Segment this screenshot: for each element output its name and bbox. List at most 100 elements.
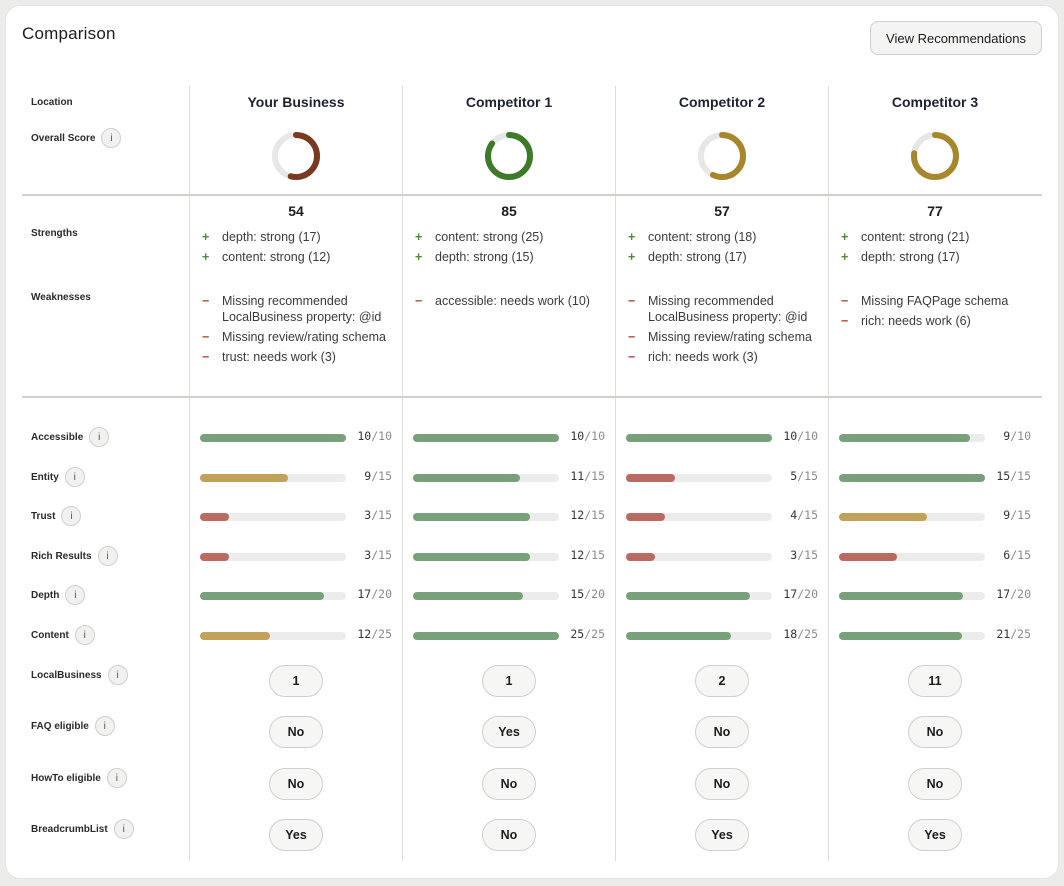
metric-bar-track [839,632,985,640]
info-icon[interactable]: i [65,585,86,605]
metric-max: / [1010,627,1018,641]
metric-max-value: 15 [804,548,818,562]
plus-icon: + [841,250,849,264]
metric-max-value: 15 [804,508,818,522]
info-icon[interactable]: i [61,506,82,526]
metric-bar-track [413,632,559,640]
metric-value: 21/25 [983,627,1031,641]
plus-icon: + [841,230,849,244]
metric-score: 15 [570,587,585,601]
row-label-overall-score: Overall Score i [31,128,122,148]
metric-max-value: 15 [1017,508,1031,522]
strength-text: depth: strong (15) [435,250,534,264]
metric-bar-fill [200,592,325,600]
metric-value: 6/15 [983,548,1031,562]
metric-bar-track [413,513,559,521]
column-header: Competitor 3 [891,94,979,110]
metric-bar-fill [200,434,346,442]
metric-bar-track [839,474,985,482]
overall-score-ring: 57 [697,131,747,219]
metric-value: 17/20 [770,587,818,601]
metric-max: / [1010,587,1018,601]
strength-item: + depth: strong (17) [841,249,1029,265]
metric-max: / [584,469,592,483]
metric-max: / [371,429,379,443]
info-icon[interactable]: i [113,819,134,839]
metric-value: 3/15 [770,548,818,562]
view-recommendations-button[interactable]: View Recommendations [870,21,1042,55]
metric-max: / [371,469,379,483]
weakness-text: rich: needs work (3) [648,350,758,364]
weakness-text: Missing recommended LocalBusiness proper… [222,294,382,324]
column-divider [615,86,616,861]
info-icon[interactable]: i [74,625,95,645]
row-label-strengths: Strengths [31,227,78,239]
metric-score: 10 [783,429,798,443]
overall-score-ring: 77 [910,131,960,219]
metric-score: 12 [570,508,585,522]
metric-bar-fill [839,592,964,600]
metric-score: 18 [783,627,798,641]
minus-icon: − [628,330,636,344]
strength-item: + depth: strong (15) [415,249,603,265]
minus-icon: − [628,294,636,308]
info-icon[interactable]: i [107,665,128,685]
info-icon[interactable]: i [64,467,85,487]
row-label-trust: Trust i [31,506,82,526]
metric-bar-track [839,592,985,600]
column-header: Competitor 2 [678,94,766,110]
weakness-item: − rich: needs work (6) [841,313,1031,329]
metric-max-value: 10 [378,429,392,443]
strength-item: + content: strong (25) [415,229,603,245]
howto-eligible-pill: No [269,768,323,800]
metric-value: 9/10 [983,429,1031,443]
row-label-depth: Depth i [31,585,86,605]
weakness-item: − rich: needs work (3) [628,349,818,365]
faq-eligible-pill: Yes [482,716,536,748]
info-icon[interactable]: i [94,716,115,736]
metric-max: / [584,587,592,601]
metric-max: / [1010,548,1018,562]
score-ring-arc [485,132,533,180]
info-icon[interactable]: i [101,128,122,148]
row-label-breadcrumblist: BreadcrumbList i [31,819,134,839]
score-ring-arc [698,132,746,180]
metric-max-value: 20 [1017,587,1031,601]
strengths-list: + content: strong (18) + depth: strong (17) [628,229,816,269]
metric-max-value: 25 [591,627,605,641]
plus-icon: + [628,250,636,264]
metric-bar-track [839,513,985,521]
strengths-list: + content: strong (21) + depth: strong (17) [841,229,1029,269]
weakness-text: rich: needs work (6) [861,314,971,328]
breadcrumblist-pill: Yes [269,819,323,851]
weakness-item: − Missing recommended LocalBusiness prope… [202,293,392,325]
weakness-item: − trust: needs work (3) [202,349,392,365]
metric-value: 12/15 [557,508,605,522]
metric-max: / [371,548,379,562]
metric-bar-fill [626,434,772,442]
metric-max-value: 15 [378,508,392,522]
metric-score: 15 [996,469,1011,483]
breadcrumblist-pill: Yes [908,819,962,851]
info-icon[interactable]: i [89,427,110,447]
metric-bar-track [626,513,772,521]
breadcrumblist-pill: Yes [695,819,749,851]
info-icon[interactable]: i [106,768,127,788]
info-icon[interactable]: i [97,546,118,566]
row-label-location: Location [31,96,73,108]
metric-bar-track [200,434,346,442]
metric-bar-fill [839,474,985,482]
plus-icon: + [202,230,210,244]
minus-icon: − [841,314,849,328]
metric-bar-fill [200,553,230,561]
metric-bar-track [626,553,772,561]
metric-bar-fill [413,632,559,640]
weaknesses-list: − Missing recommended LocalBusiness prope… [202,293,392,369]
metric-value: 10/10 [557,429,605,443]
metric-max: / [797,548,805,562]
metric-max-value: 25 [1017,627,1031,641]
weakness-item: − Missing review/rating schema [628,329,818,345]
faq-eligible-pill: No [908,716,962,748]
weakness-text: trust: needs work (3) [222,350,336,364]
metric-score: 12 [357,627,372,641]
